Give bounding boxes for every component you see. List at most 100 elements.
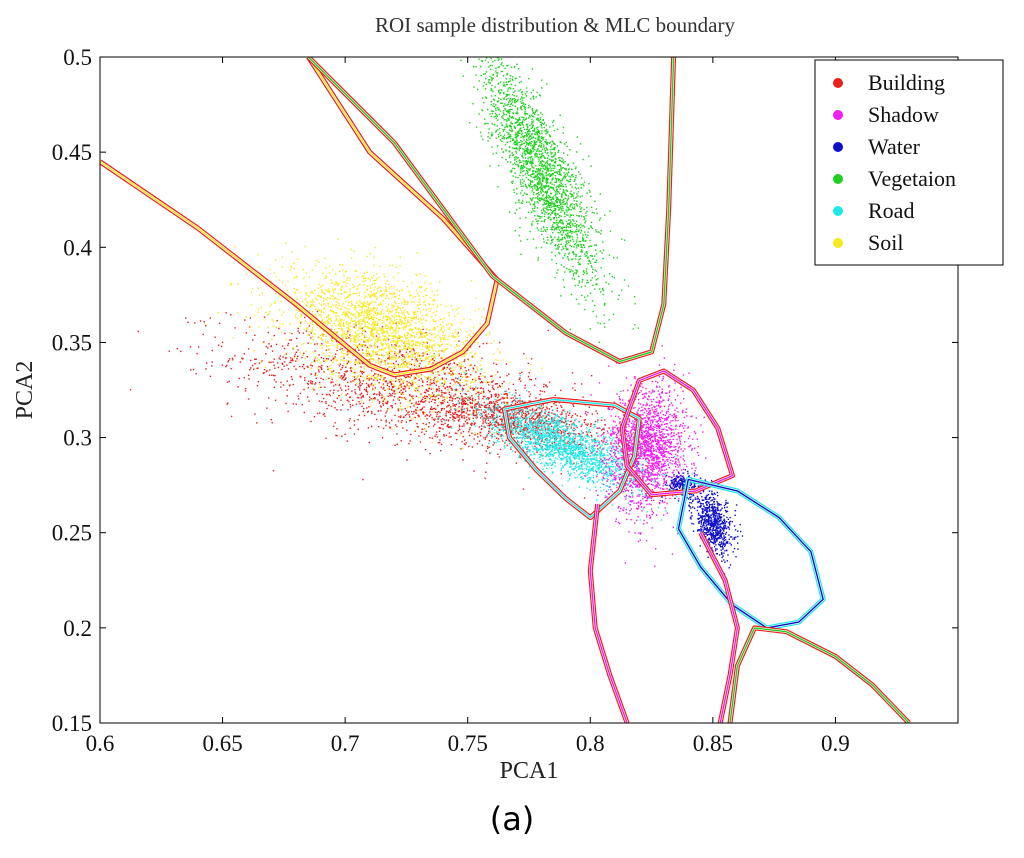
data-point [413, 335, 416, 337]
data-point [366, 391, 369, 393]
data-point [354, 388, 356, 391]
data-point [373, 376, 375, 378]
data-point [368, 396, 371, 398]
data-point [253, 368, 255, 370]
data-point [300, 313, 302, 316]
data-point [370, 354, 372, 356]
data-point [368, 441, 370, 444]
data-point [389, 358, 391, 360]
data-point [409, 400, 411, 402]
data-point [367, 307, 370, 309]
data-point [390, 326, 392, 328]
data-point [452, 379, 455, 381]
data-point [358, 338, 360, 341]
data-point [608, 283, 610, 285]
data-point [411, 356, 413, 358]
data-point [505, 104, 507, 107]
data-point [404, 301, 406, 303]
data-point [562, 209, 564, 212]
data-point [553, 419, 556, 421]
data-point [194, 322, 196, 324]
data-point [279, 355, 281, 357]
data-point [415, 361, 417, 363]
data-point [362, 352, 364, 354]
data-point [426, 294, 428, 296]
data-point [407, 321, 409, 323]
data-point [467, 403, 469, 406]
data-point [311, 304, 313, 306]
data-point [534, 425, 537, 428]
data-point [271, 338, 273, 340]
data-point [478, 406, 480, 408]
data-point [481, 375, 483, 377]
data-point [514, 134, 517, 136]
data-point [346, 333, 349, 335]
data-point [345, 364, 348, 366]
data-point [342, 359, 344, 361]
data-point [511, 400, 513, 403]
data-point [534, 419, 536, 421]
data-point [580, 425, 582, 428]
data-point [458, 416, 460, 418]
data-point [332, 381, 334, 383]
data-point [415, 273, 417, 275]
data-point [306, 327, 308, 330]
data-point [393, 341, 395, 343]
data-point [492, 380, 494, 382]
data-point [459, 365, 462, 367]
data-point [456, 397, 458, 399]
data-point [471, 402, 473, 404]
data-point [411, 383, 414, 385]
data-point [495, 152, 498, 154]
data-point [278, 279, 281, 281]
data-point [465, 416, 468, 418]
data-point [370, 378, 373, 380]
data-point [366, 355, 368, 358]
data-point [508, 415, 510, 417]
data-point [444, 349, 446, 351]
data-point [511, 123, 513, 125]
data-point [419, 328, 421, 330]
data-point [552, 428, 555, 430]
data-point [416, 383, 418, 386]
data-point [347, 317, 350, 319]
data-point [448, 368, 451, 370]
data-point [431, 358, 434, 361]
data-point [472, 400, 474, 402]
data-point [395, 360, 397, 362]
data-point [435, 388, 438, 390]
data-point [384, 347, 387, 349]
data-point [385, 297, 387, 300]
data-point [272, 320, 275, 322]
data-point [310, 322, 312, 324]
data-point [334, 401, 337, 403]
data-point [431, 355, 433, 357]
data-point [488, 430, 490, 432]
data-point [524, 387, 526, 389]
data-point [353, 285, 355, 288]
data-point [474, 411, 476, 413]
data-point [323, 360, 325, 362]
data-point [523, 352, 525, 355]
data-point [491, 416, 494, 419]
data-point [274, 301, 276, 303]
data-point [413, 313, 416, 316]
data-point [379, 339, 382, 342]
data-point [490, 394, 492, 396]
data-point [419, 359, 421, 362]
data-point [424, 300, 426, 302]
data-point [532, 426, 534, 428]
data-point [461, 403, 463, 405]
data-point [546, 406, 548, 408]
data-point [486, 342, 488, 345]
data-point [487, 413, 490, 415]
data-point [381, 345, 384, 347]
data-point [477, 369, 479, 372]
data-point [388, 347, 390, 350]
data-point [408, 339, 410, 341]
data-point [402, 313, 405, 315]
data-point [254, 363, 256, 365]
data-point [339, 363, 341, 365]
data-point [379, 349, 382, 351]
data-point [467, 414, 469, 416]
